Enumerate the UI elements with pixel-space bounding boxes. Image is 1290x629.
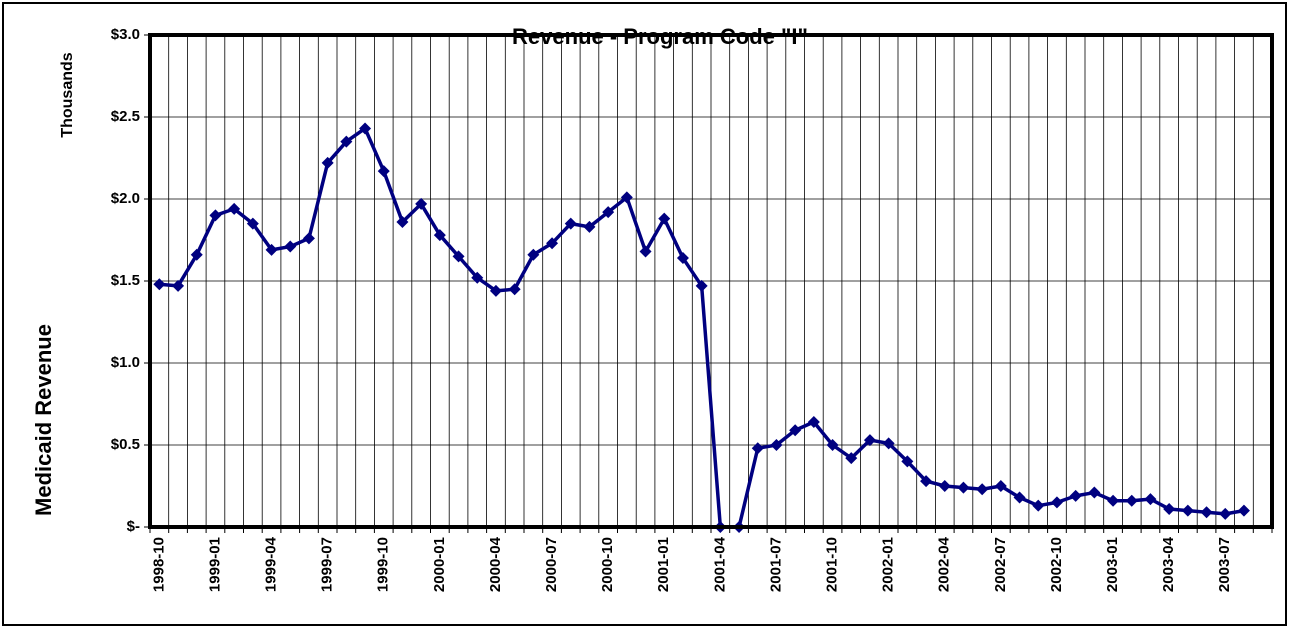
y-tick-label: $3.0 <box>111 26 140 43</box>
data-point <box>1069 489 1082 502</box>
data-point <box>209 209 222 222</box>
x-tick-label: 1999-04 <box>263 536 280 592</box>
data-point <box>1107 494 1120 507</box>
x-tick-label: 2002-10 <box>1048 537 1065 592</box>
data-point <box>1032 499 1045 512</box>
data-point <box>190 248 203 261</box>
x-tick-label: 2002-07 <box>992 537 1009 592</box>
y-tick-label: $1.0 <box>111 354 140 371</box>
data-point <box>882 437 895 450</box>
x-tick-label: 1999-07 <box>319 537 336 592</box>
data-point <box>415 197 428 210</box>
data-point <box>302 232 315 245</box>
data-point <box>321 156 334 169</box>
data-point <box>602 206 615 219</box>
data-point <box>228 202 241 215</box>
data-point <box>938 480 951 492</box>
data-point <box>508 283 521 296</box>
data-point <box>583 220 596 233</box>
x-tick-label: 2003-04 <box>1160 536 1177 592</box>
y-tick-label: $2.0 <box>111 190 140 207</box>
x-tick-label: 2001-07 <box>767 537 784 592</box>
x-tick-label: 1998-10 <box>150 537 167 592</box>
x-tick-label: 2000-04 <box>487 536 504 592</box>
data-point <box>770 439 783 451</box>
data-point <box>564 217 577 230</box>
data-point <box>546 237 559 250</box>
x-tick-label: 1999-01 <box>206 537 223 592</box>
data-point <box>396 215 409 228</box>
data-point <box>1088 486 1101 499</box>
x-tick-label: 2001-04 <box>711 536 728 592</box>
x-tick-label: 2002-04 <box>936 536 953 592</box>
data-point <box>994 480 1007 492</box>
data-point <box>359 122 372 135</box>
data-point <box>751 442 764 455</box>
x-tick-label: 2003-07 <box>1216 537 1233 592</box>
data-point <box>1050 496 1063 509</box>
data-point <box>620 191 633 204</box>
data-point <box>1237 504 1250 517</box>
chart-title: Revenue - Program Code "I" <box>512 24 808 49</box>
data-point <box>957 481 970 494</box>
x-tick-label: 2003-01 <box>1104 537 1121 592</box>
x-tick-label: 2000-01 <box>431 537 448 592</box>
data-point <box>845 452 858 465</box>
data-point <box>1144 493 1157 506</box>
data-point <box>789 424 802 437</box>
y-tick-label: $0.5 <box>111 436 140 453</box>
y-tick-label: $- <box>127 518 140 535</box>
data-point <box>976 483 989 496</box>
data-point <box>901 455 914 468</box>
data-point <box>471 271 484 284</box>
data-point <box>284 240 297 253</box>
data-point <box>377 165 390 178</box>
data-point <box>452 250 465 263</box>
data-point <box>1181 504 1194 517</box>
data-point <box>527 248 540 261</box>
data-point <box>433 229 446 242</box>
data-point <box>863 434 876 447</box>
data-point <box>695 279 708 292</box>
data-point <box>340 135 353 148</box>
x-tick-label: 1999-10 <box>375 537 392 592</box>
y-tick-label: $2.5 <box>111 108 140 125</box>
y-axis-label: Medicaid Revenue <box>31 324 56 516</box>
x-tick-label: 2002-01 <box>880 537 897 592</box>
plot-frame <box>148 33 1274 529</box>
x-tick-label: 2001-01 <box>655 537 672 592</box>
data-point <box>265 243 278 256</box>
data-point <box>153 278 166 291</box>
y-tick-label: $1.5 <box>111 272 140 289</box>
data-point <box>826 439 839 451</box>
data-point <box>658 212 671 225</box>
marks <box>153 122 1250 533</box>
data-point <box>1125 494 1138 507</box>
data-point <box>1163 502 1176 515</box>
data-point <box>246 217 259 230</box>
data-point <box>676 252 689 265</box>
x-tick-label: 2000-10 <box>599 537 616 592</box>
data-point <box>1200 506 1213 519</box>
x-tick-label: 2000-07 <box>543 537 560 592</box>
data-point <box>1219 507 1232 520</box>
data-point <box>172 279 185 292</box>
data-point <box>920 475 933 488</box>
data-point <box>489 284 502 297</box>
data-point <box>807 416 820 429</box>
x-tick-label: 2001-10 <box>824 537 841 592</box>
data-point <box>1013 491 1026 504</box>
data-point <box>639 245 652 258</box>
y-unit-label: Thousands <box>59 52 76 137</box>
